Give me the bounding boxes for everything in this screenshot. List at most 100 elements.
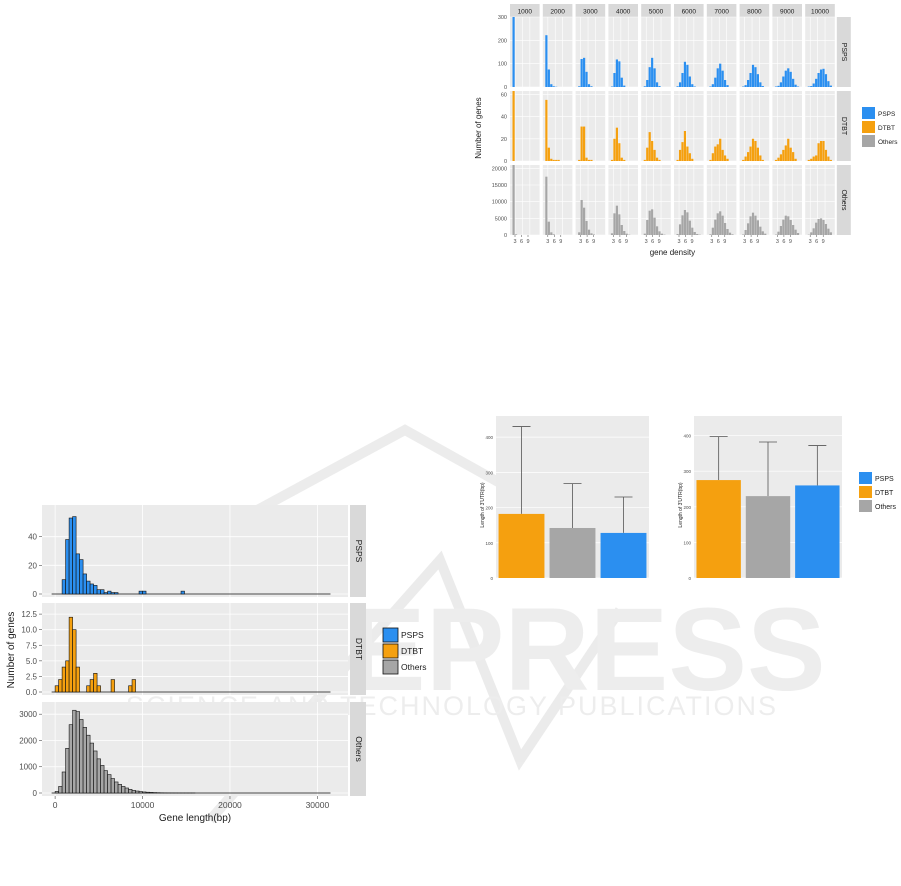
- x-tick-label: 30000: [306, 800, 330, 810]
- facet-strip-col: [510, 4, 540, 17]
- y-tick-label: 2000: [19, 736, 37, 745]
- bar: [550, 158, 553, 161]
- x-tick-label: 9: [592, 239, 595, 245]
- facet-panel: [641, 91, 671, 161]
- histogram-bar: [86, 580, 91, 595]
- bar: [747, 152, 750, 161]
- bar: [655, 226, 659, 235]
- bar: [815, 155, 818, 161]
- y-tick-label: 100: [498, 62, 507, 68]
- bar: [784, 145, 787, 161]
- facet-panel: [42, 505, 348, 597]
- histogram-bar: [65, 660, 70, 693]
- facet-strip-col: [608, 4, 638, 17]
- facet-strip-col-label: 4000: [616, 9, 631, 16]
- y-tick-label: 10000: [492, 200, 507, 206]
- x-tick-label: 3: [645, 239, 648, 245]
- histogram-bar: [58, 679, 63, 693]
- bar: [583, 57, 586, 87]
- bar: [796, 233, 800, 235]
- bar: [789, 220, 792, 235]
- bar: [688, 153, 691, 161]
- bar: [827, 81, 830, 87]
- y-axis-title: Number of genes: [474, 97, 483, 158]
- y-tick-label: 20000: [492, 166, 507, 172]
- bar: [742, 234, 745, 235]
- bar: [716, 144, 719, 161]
- histogram-bar: [82, 727, 87, 794]
- y-tick-label: 1000: [19, 763, 37, 772]
- bar: [547, 147, 550, 161]
- bar: [711, 84, 714, 87]
- bar: [615, 59, 618, 87]
- bar: [651, 57, 654, 87]
- histogram-bar: [100, 589, 105, 595]
- legend-label: PSPS: [875, 476, 894, 483]
- facet-panel: [42, 603, 348, 695]
- histogram-bar: [145, 791, 150, 794]
- bar: [779, 226, 782, 235]
- histogram-bar: [124, 787, 129, 794]
- facet-panel: [674, 91, 704, 161]
- bar: [759, 226, 762, 235]
- bar: [696, 234, 699, 235]
- bar: [779, 154, 782, 161]
- bar: [625, 233, 628, 235]
- bar: [795, 485, 840, 578]
- histogram-bar: [180, 590, 185, 595]
- legend-swatch: [382, 659, 399, 675]
- bar: [817, 143, 820, 161]
- legend-swatch: [862, 121, 875, 133]
- bar: [824, 149, 828, 161]
- histogram-bar: [138, 791, 143, 794]
- bar: [789, 71, 792, 87]
- legend-label: Others: [401, 662, 427, 672]
- bar: [578, 232, 581, 235]
- bar: [547, 69, 550, 87]
- bar: [724, 223, 727, 235]
- bar: [709, 159, 712, 161]
- bar: [512, 17, 515, 87]
- facet-strip-row: [836, 165, 851, 235]
- x-tick-label: 6: [520, 239, 523, 245]
- bar: [590, 159, 593, 161]
- histogram-bar: [128, 789, 133, 794]
- bar: [681, 73, 684, 87]
- bar: [545, 176, 548, 235]
- bar: [580, 200, 583, 235]
- x-tick-label: 9: [690, 239, 693, 245]
- bar: [782, 219, 785, 235]
- histogram-bar: [75, 553, 80, 595]
- histogram-bar: [75, 711, 80, 794]
- facet-strip-col-label: 10000: [811, 9, 829, 16]
- facet-panel: [608, 91, 638, 161]
- histogram-bar: [96, 685, 101, 693]
- y-axis-title: Length of 3'UTR(bp): [480, 482, 486, 527]
- bar: [792, 225, 795, 235]
- facet-strip-col-label: 8000: [747, 9, 762, 16]
- legend-swatch: [382, 643, 399, 659]
- bar: [552, 86, 555, 87]
- facet-strip-row-label: DTBT: [354, 638, 364, 660]
- y-tick-label: 400: [485, 435, 493, 440]
- histogram-bar: [68, 517, 73, 595]
- bar: [646, 220, 649, 235]
- bar: [810, 86, 813, 87]
- bar: [557, 159, 560, 161]
- bar: [711, 227, 714, 235]
- facet-strip-row-label: PSPS: [354, 540, 364, 563]
- bar: [822, 220, 825, 235]
- bar: [620, 157, 623, 161]
- bar: [580, 126, 583, 161]
- bar: [756, 147, 759, 161]
- x-tick-label: 10000: [131, 800, 155, 810]
- y-axis-title: Number of genes: [6, 612, 17, 689]
- facet-panel: [575, 165, 606, 235]
- bar: [610, 159, 614, 161]
- facet-strip-row: [836, 17, 851, 87]
- bar: [817, 73, 820, 87]
- bar: [751, 212, 755, 235]
- histogram-bar: [93, 750, 98, 794]
- bar: [747, 80, 750, 87]
- facet-panel: [641, 165, 671, 235]
